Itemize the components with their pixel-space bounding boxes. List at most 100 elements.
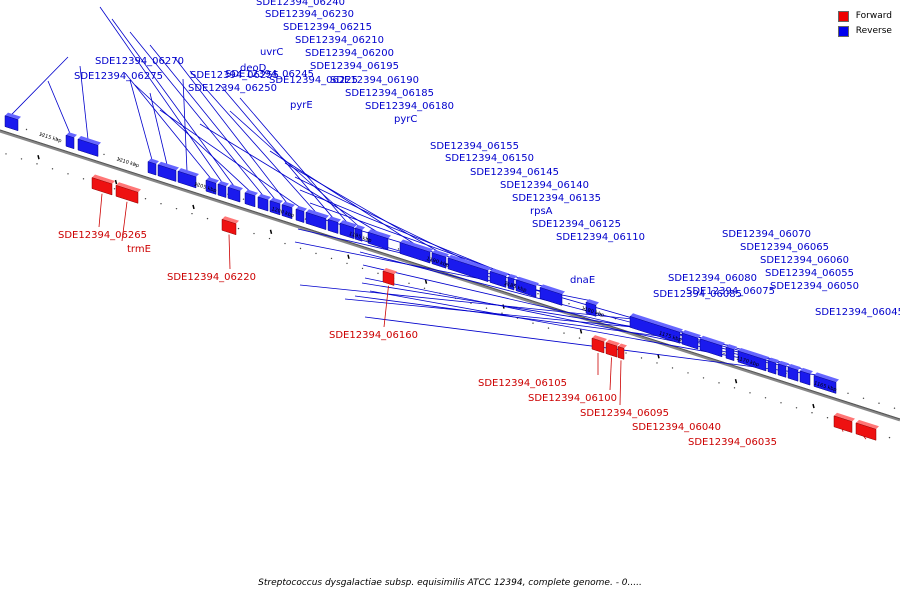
gene-forward-block xyxy=(91,174,115,196)
gene-reverse-block xyxy=(4,112,21,132)
minor-tick-dot xyxy=(113,188,116,190)
gene-forward-label: SDE12394_06265 xyxy=(58,230,147,241)
minor-tick-dot xyxy=(625,352,627,354)
minor-tick-dot xyxy=(330,257,333,260)
gene-reverse-connector xyxy=(189,70,317,213)
minor-tick-dot xyxy=(361,267,364,270)
tick-marks-minor xyxy=(5,123,896,439)
gene-reverse-label: SDE12394_06225 xyxy=(269,75,358,86)
gene-reverse-label: SDE12394_06185 xyxy=(345,88,434,99)
minor-tick-dot xyxy=(862,397,865,399)
gene-reverse-label: SDE12394_06200 xyxy=(305,48,394,59)
gene-reverse-connector xyxy=(111,18,235,187)
gene-reverse-block xyxy=(177,168,199,189)
minor-tick-dot xyxy=(41,133,43,136)
minor-tick-dot xyxy=(56,138,59,141)
gene-forward-block xyxy=(115,182,141,204)
minor-tick-dot xyxy=(568,303,570,305)
gene-reverse-block xyxy=(539,284,565,306)
minor-tick-dot xyxy=(20,158,23,160)
minor-tick-dot xyxy=(134,163,136,166)
gene-reverse-label: SDE12394_06075 xyxy=(686,286,775,297)
gene-reverse-label: pyrC xyxy=(394,114,417,125)
gene-reverse-label: SDE12394_06145 xyxy=(470,167,559,178)
legend-label-reverse: Reverse xyxy=(855,26,892,36)
gene-forward-block xyxy=(617,343,627,360)
minor-tick-dot xyxy=(532,322,534,324)
gene-forward-block xyxy=(605,339,620,358)
gene-reverse-block xyxy=(269,197,283,216)
minor-tick-dot xyxy=(640,357,643,359)
gene-forward-label: SDE12394_06095 xyxy=(580,408,669,419)
minor-tick-dot xyxy=(237,227,240,230)
gene-reverse-label: SDE12394_06070 xyxy=(722,229,811,240)
gene-reverse-label: SDE12394_06190 xyxy=(330,75,419,86)
minor-tick-dot xyxy=(780,402,782,404)
gene-reverse-label: dnaE xyxy=(570,275,595,286)
minor-tick-dot xyxy=(811,412,813,414)
minor-tick-dot xyxy=(501,312,503,314)
tick-marks-major xyxy=(37,155,815,409)
minor-tick-dot xyxy=(702,377,705,379)
gene-forward-block xyxy=(221,216,239,236)
gene-reverse-block xyxy=(813,372,839,394)
minor-tick-dot xyxy=(671,367,674,369)
gene-forward-connector xyxy=(98,193,103,228)
gene-forward-label: SDE12394_06040 xyxy=(632,422,721,433)
gene-reverse-block xyxy=(507,274,517,291)
gene-forward-label: SDE12394_06160 xyxy=(329,330,418,341)
gene-reverse-connector xyxy=(47,80,71,134)
gene-reverse-connector xyxy=(134,84,251,192)
gene-reverse-connector xyxy=(129,79,153,160)
gene-reverse-label: SDE12394_06250 xyxy=(188,83,277,94)
gene-reverse-label: uvrC xyxy=(260,47,283,58)
minor-tick-dot xyxy=(268,237,271,240)
gene-forward-label: SDE12394_06220 xyxy=(167,272,256,283)
gene-reverse-label: SDE12394_06045 xyxy=(815,307,900,318)
minor-tick-dot xyxy=(103,153,105,156)
gene-reverse-block xyxy=(431,249,449,269)
reverse-swatch xyxy=(837,25,849,37)
gene-reverse-block xyxy=(447,254,491,283)
gene-reverse-block xyxy=(629,313,683,344)
gene-reverse-label: SDE12394_06245 xyxy=(225,69,314,80)
gene-reverse-block xyxy=(367,229,391,250)
minor-tick-dot xyxy=(346,262,348,265)
gene-reverse-label: SDE12394_06210 xyxy=(295,35,384,46)
minor-tick-dot xyxy=(847,392,849,395)
gene-reverse-label: SDE12394_06155 xyxy=(430,141,519,152)
gene-reverse-connector xyxy=(99,6,223,183)
gene-reverse-label: SDE12394_06240 xyxy=(256,0,345,8)
gene-reverse-label: SDE12394_06055 xyxy=(765,268,854,279)
gene-reverse-label: SDE12394_06060 xyxy=(760,255,849,266)
minor-tick-dot xyxy=(563,332,565,334)
gene-reverse-label: SDE12394_06110 xyxy=(556,232,645,243)
axis-tick-label: 1215 kbp xyxy=(38,131,62,144)
gene-reverse-connector xyxy=(11,56,69,115)
minor-tick-dot xyxy=(397,248,400,250)
minor-tick-dot xyxy=(578,337,581,339)
gene-reverse-label: SDE12394_06230 xyxy=(265,9,354,20)
gene-reverse-label: deoD xyxy=(240,63,267,74)
gene-forward-connector xyxy=(619,360,622,406)
minor-tick-dot xyxy=(733,387,736,389)
axis-tick-label: 1210 kbp xyxy=(116,156,140,169)
gene-reverse-connector xyxy=(199,123,379,233)
minor-tick-dot xyxy=(687,372,689,374)
gene-reverse-label: SDE12394_06135 xyxy=(512,193,601,204)
tick-mark xyxy=(424,279,428,284)
gene-reverse-connector xyxy=(124,72,212,180)
gene-reverse-block xyxy=(65,132,77,150)
minor-tick-dot xyxy=(408,282,410,285)
gene-reverse-connector xyxy=(79,65,89,140)
gene-reverse-label: SDE12394_06125 xyxy=(532,219,621,230)
gene-reverse-label: rpsA xyxy=(530,206,553,217)
minor-tick-dot xyxy=(537,293,539,295)
gene-reverse-connector xyxy=(174,57,288,204)
gene-reverse-block xyxy=(147,158,159,176)
minor-tick-dot xyxy=(888,436,891,439)
minor-tick-dot xyxy=(377,272,379,275)
minor-tick-dot xyxy=(485,307,488,309)
gene-reverse-block xyxy=(725,344,737,362)
gene-reverse-block xyxy=(681,329,701,350)
